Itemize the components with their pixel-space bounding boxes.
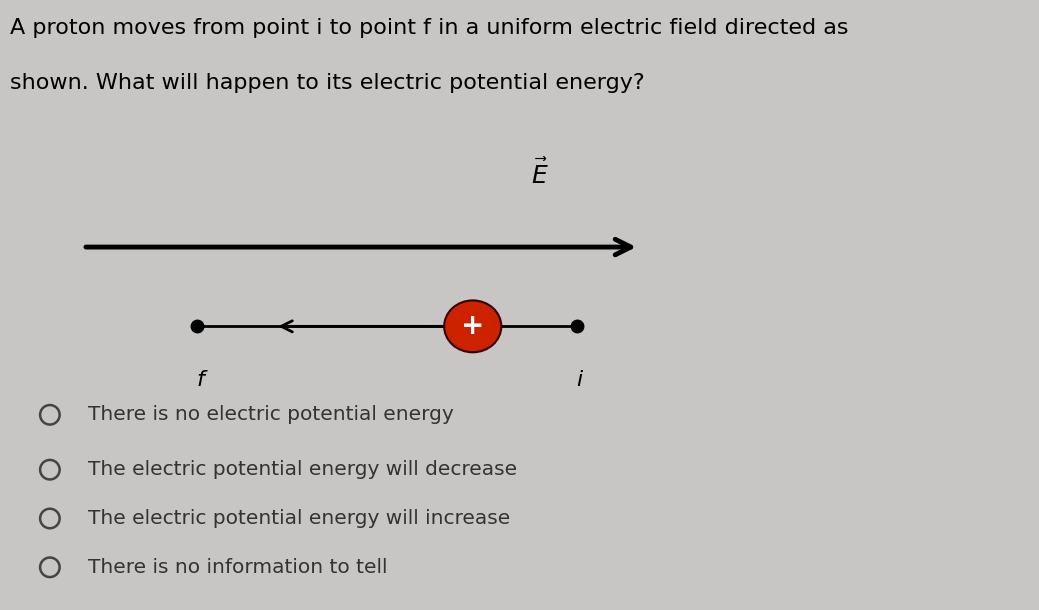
Text: +: + xyxy=(461,312,484,340)
Text: A proton moves from point i to point f in a uniform electric field directed as: A proton moves from point i to point f i… xyxy=(10,18,849,38)
Text: There is no information to tell: There is no information to tell xyxy=(88,558,388,577)
Ellipse shape xyxy=(445,300,502,352)
Text: There is no electric potential energy: There is no electric potential energy xyxy=(88,405,454,425)
Text: $f$: $f$ xyxy=(196,369,209,391)
Text: $i$: $i$ xyxy=(576,369,584,391)
Text: The electric potential energy will increase: The electric potential energy will incre… xyxy=(88,509,510,528)
Text: The electric potential energy will decrease: The electric potential energy will decre… xyxy=(88,460,517,479)
Text: $\vec{E}$: $\vec{E}$ xyxy=(531,159,550,189)
Text: shown. What will happen to its electric potential energy?: shown. What will happen to its electric … xyxy=(10,73,645,93)
